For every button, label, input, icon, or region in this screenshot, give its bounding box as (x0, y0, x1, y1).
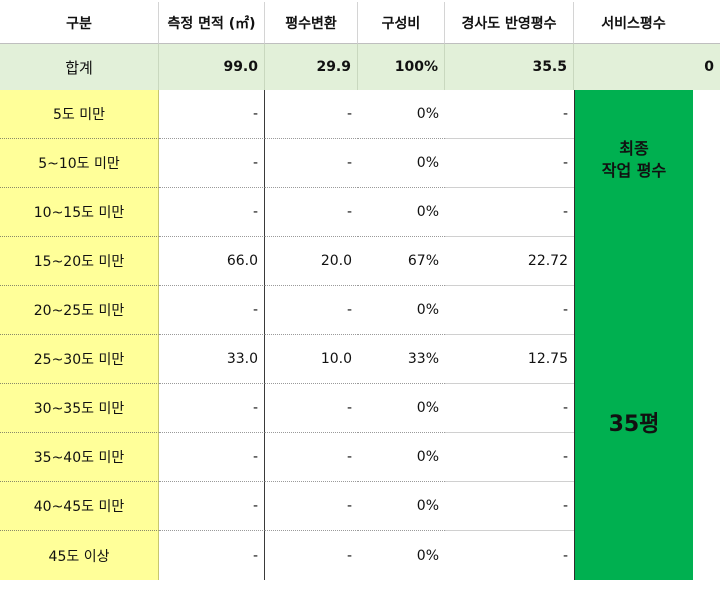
header-service-pyeong: 서비스평수 (574, 2, 693, 44)
cell-area: 66.0 (159, 237, 265, 286)
cell-pyeong: - (265, 433, 358, 482)
cell-slope-pyeong: 22.72 (445, 237, 574, 286)
cell-area: - (159, 90, 265, 139)
cell-slope-pyeong: - (445, 286, 574, 335)
cell-pyeong: 10.0 (265, 335, 358, 384)
cell-area: - (159, 384, 265, 433)
cell-area: - (159, 531, 265, 580)
cell-ratio: 0% (358, 482, 445, 531)
row-label: 15~20도 미만 (0, 237, 159, 286)
cell-pyeong: - (265, 482, 358, 531)
cell-area: - (159, 139, 265, 188)
total-area: 99.0 (159, 44, 265, 90)
row-label: 5~10도 미만 (0, 139, 159, 188)
cell-pyeong: 20.0 (265, 237, 358, 286)
cell-pyeong: - (265, 286, 358, 335)
total-slope-pyeong: 35.5 (445, 44, 574, 90)
cell-slope-pyeong: - (562, 547, 568, 564)
header-slope-adjusted-pyeong: 경사도 반영평수 (445, 2, 574, 44)
cell-ratio: 0% (358, 188, 445, 237)
cell-pyeong: - (265, 188, 358, 237)
cell-ratio: 0% (416, 547, 439, 564)
cell-slope-pyeong: - (445, 384, 574, 433)
total-label: 합계 (0, 44, 159, 90)
total-service-pyeong: 0 (574, 44, 720, 90)
row-label: 25~30도 미만 (0, 335, 159, 384)
cell-ratio: 0% (358, 286, 445, 335)
final-work-area-block: 최종 작업 평수 35평 (574, 90, 693, 580)
row-label: 35~40도 미만 (0, 433, 159, 482)
cell-ratio: 0% (358, 139, 445, 188)
cell-ratio: 67% (358, 237, 445, 286)
row-label: 40~45도 미만 (0, 482, 159, 531)
top-spacer (0, 0, 720, 2)
row-label: 45도 이상 (0, 531, 159, 580)
cell-pyeong: - (265, 139, 358, 188)
cell-pyeong: - (346, 547, 352, 564)
cell-slope-pyeong: - (445, 188, 574, 237)
cell-ratio: 33% (358, 335, 445, 384)
header-measured-area: 측정 면적 (㎡) (159, 2, 265, 44)
total-ratio: 100% (358, 44, 445, 90)
header-ratio: 구성비 (358, 2, 445, 44)
total-pyeong: 29.9 (265, 44, 358, 90)
cell-area: 33.0 (159, 335, 265, 384)
header-category: 구분 (0, 2, 159, 44)
cell-slope-pyeong: - (445, 90, 574, 139)
cell-ratio: 0% (358, 433, 445, 482)
cell-slope-pyeong: 12.75 (445, 335, 574, 384)
cell-ratio: 0% (358, 90, 445, 139)
cell-slope-pyeong: - (445, 433, 574, 482)
cell-pyeong: - (265, 384, 358, 433)
header-spacer (693, 2, 720, 44)
cell-pyeong: - (265, 90, 358, 139)
row-label: 5도 미만 (0, 90, 159, 139)
cell-area: - (159, 433, 265, 482)
cell-slope-pyeong: - (445, 482, 574, 531)
cell-slope-pyeong: - (445, 139, 574, 188)
final-value: 35평 (608, 412, 660, 437)
row-label: 20~25도 미만 (0, 286, 159, 335)
cell-area: - (159, 482, 265, 531)
cell-area: - (159, 286, 265, 335)
row-label: 10~15도 미만 (0, 188, 159, 237)
cell-area: - (159, 188, 265, 237)
final-title-line2: 작업 평수 (601, 161, 667, 180)
final-title-line1: 최종 (619, 139, 649, 158)
row-label: 30~35도 미만 (0, 384, 159, 433)
cell-ratio: 0% (358, 384, 445, 433)
header-pyeong-conversion: 평수변환 (265, 2, 358, 44)
final-title: 최종 작업 평수 (575, 138, 693, 182)
